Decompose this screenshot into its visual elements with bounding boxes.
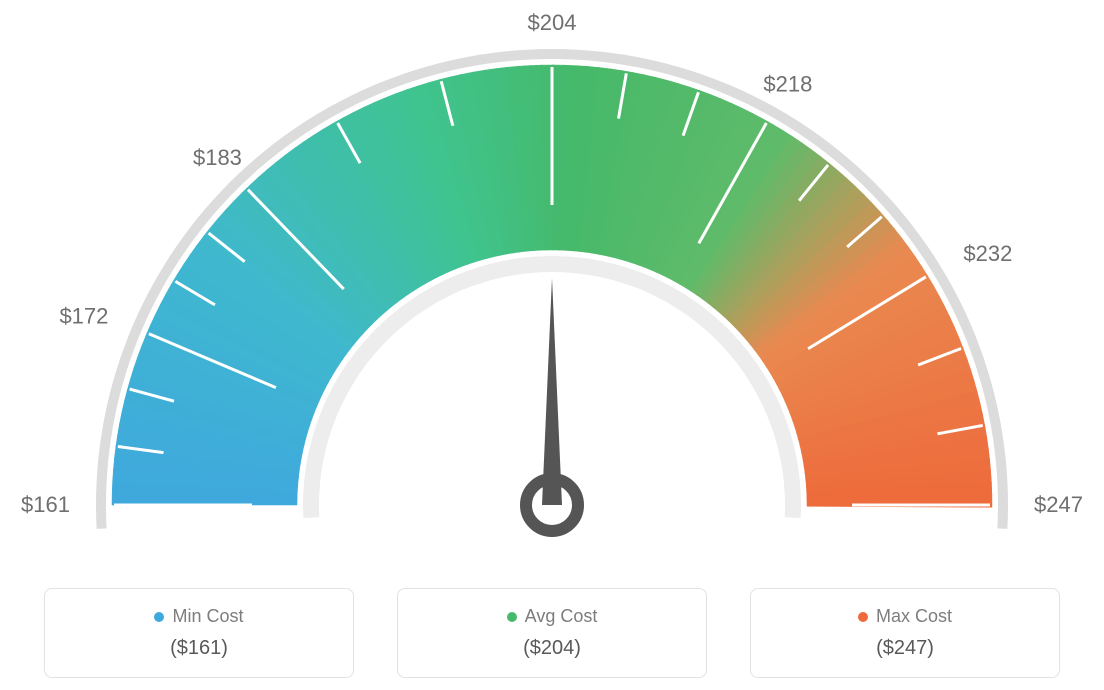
legend-top: Max Cost — [858, 606, 952, 627]
legend-value-min: ($161) — [170, 637, 228, 660]
legend-dot-avg — [507, 612, 517, 622]
gauge-tick-label: $204 — [528, 10, 577, 35]
legend-value-max: ($247) — [876, 637, 934, 660]
legend-label-avg: Avg Cost — [525, 606, 598, 627]
legend-dot-max — [858, 612, 868, 622]
gauge-svg: $161 $172 $183 $204 $218 $232 $247 — [0, 0, 1104, 560]
gauge-tick-label: $161 — [21, 492, 70, 517]
legend-value-avg: ($204) — [523, 637, 581, 660]
legend-top: Min Cost — [154, 606, 243, 627]
gauge-tick-label: $183 — [193, 145, 242, 170]
legend-label-min: Min Cost — [172, 606, 243, 627]
gauge-tick-label: $232 — [963, 241, 1012, 266]
gauge-needle — [542, 278, 562, 505]
cost-gauge-chart: $161 $172 $183 $204 $218 $232 $247 Min Cost ($… — [0, 0, 1104, 690]
legend-dot-min — [154, 612, 164, 622]
legend-card-avg: Avg Cost ($204) — [397, 588, 707, 678]
gauge-tick-label: $218 — [763, 72, 812, 97]
legend-card-min: Min Cost ($161) — [44, 588, 354, 678]
gauge-tick-label: $172 — [59, 303, 108, 328]
legend-top: Avg Cost — [507, 606, 598, 627]
gauge-area: $161 $172 $183 $204 $218 $232 $247 — [0, 0, 1104, 560]
legend-label-max: Max Cost — [876, 606, 952, 627]
legend-row: Min Cost ($161) Avg Cost ($204) Max Cost… — [0, 588, 1104, 678]
legend-card-max: Max Cost ($247) — [750, 588, 1060, 678]
gauge-tick-label: $247 — [1034, 492, 1083, 517]
